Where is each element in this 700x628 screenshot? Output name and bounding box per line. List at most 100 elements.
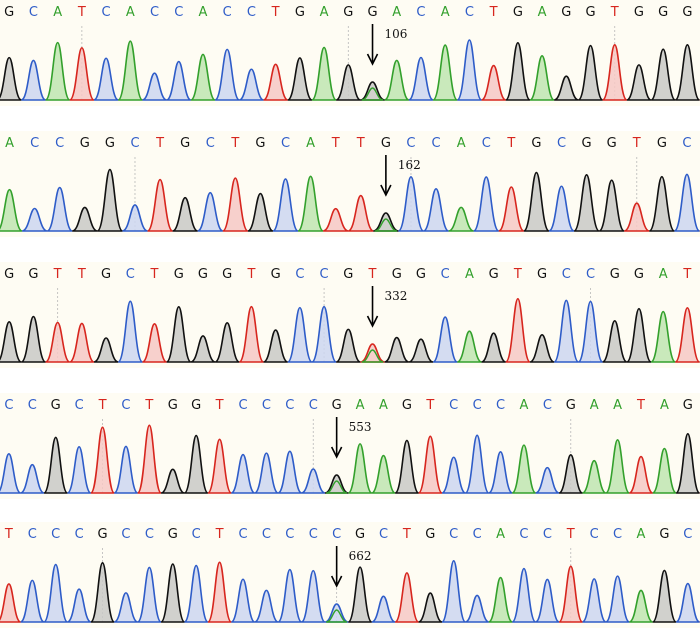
base-call-letter: A <box>320 5 329 20</box>
chromatogram-panel-4: C C G C T C T G G T C C C C G A A G T C C C A C G A A T A G 553 <box>0 393 700 499</box>
base-call-letter: C <box>29 5 38 20</box>
trace-peak <box>601 43 628 101</box>
trace-peak <box>44 41 71 101</box>
base-call-letter: C <box>406 136 415 151</box>
trace-peak <box>422 187 450 232</box>
base-call-letter: C <box>441 267 450 282</box>
base-call-letter: C <box>28 527 37 542</box>
trace-peak <box>394 439 420 494</box>
base-call-letter: C <box>519 527 528 542</box>
base-call-letter: T <box>77 5 86 20</box>
base-call-letter: G <box>416 267 426 282</box>
base-call-letter: G <box>513 5 523 20</box>
variant-arrowhead-icon <box>330 446 343 459</box>
trace-peak <box>481 64 507 101</box>
base-call-letter: T <box>610 5 619 20</box>
trace-peak <box>214 321 240 363</box>
base-call-letter: G <box>174 267 184 282</box>
trace-peak <box>165 306 192 363</box>
base-call-letter: C <box>465 5 474 20</box>
base-call-letter: G <box>198 267 208 282</box>
trace-peak <box>623 202 650 232</box>
secondary-trace-peak <box>325 609 348 623</box>
trace-peak <box>628 589 654 623</box>
base-call-letter: A <box>126 5 135 20</box>
chromatogram-panel-3: G G T T G C T G G G T G C C G T G G C A G T G C C G G A T 332 <box>0 262 700 368</box>
base-call-letter: T <box>155 136 164 151</box>
trace-peak <box>68 46 95 101</box>
trace-peak <box>456 330 482 363</box>
panel-background <box>0 522 700 628</box>
trace-peak <box>113 592 139 623</box>
base-call-letter: C <box>320 267 329 282</box>
trace-peak <box>254 589 279 623</box>
base-call-letter: C <box>150 5 159 20</box>
base-call-letter: A <box>457 136 466 151</box>
trace-peak <box>488 451 514 494</box>
base-call-letter: C <box>4 398 13 413</box>
base-call-letter: A <box>441 5 450 20</box>
base-call-letter: G <box>4 267 14 282</box>
base-call-letter: C <box>473 527 482 542</box>
trace-peak <box>511 444 537 494</box>
trace-peak <box>160 563 186 623</box>
trace-peak <box>598 179 626 232</box>
base-call-letter: C <box>238 527 247 542</box>
base-call-letter: T <box>271 5 280 20</box>
base-call-letter: C <box>295 267 304 282</box>
base-call-letter: G <box>582 136 592 151</box>
trace-peak <box>347 443 373 494</box>
base-call-letter: G <box>168 398 178 413</box>
base-call-letter: G <box>343 267 353 282</box>
trace-peak <box>456 39 483 101</box>
trace-peak <box>347 566 373 623</box>
base-call-letter: A <box>660 398 669 413</box>
base-call-letter: C <box>262 527 271 542</box>
trace-peak <box>238 68 264 101</box>
base-call-letter: T <box>506 136 515 151</box>
base-call-letter: C <box>206 136 215 151</box>
base-call-letter: T <box>368 267 377 282</box>
base-call-letter: T <box>215 398 224 413</box>
base-call-letter: T <box>513 267 522 282</box>
base-call-letter: C <box>30 136 39 151</box>
base-call-letter: G <box>392 267 402 282</box>
trace-peak <box>577 300 604 363</box>
base-call-letter: G <box>585 5 595 20</box>
base-call-letter: T <box>566 527 575 542</box>
trace-peak <box>529 54 555 101</box>
chromatogram-panel-2: A C C G G C T G C T G C A T T G C C A C T G C G G T G C 162 <box>0 131 700 237</box>
trace-peak <box>21 207 48 232</box>
base-call-letter: G <box>191 398 201 413</box>
base-call-letter: C <box>247 5 256 20</box>
trace-peak <box>207 561 233 623</box>
base-call-letter: A <box>613 398 622 413</box>
base-call-letter: T <box>425 398 434 413</box>
trace-peak <box>504 298 531 363</box>
base-call-letter: G <box>607 136 617 151</box>
trace-peak <box>230 578 256 623</box>
trace-peak <box>605 439 631 494</box>
trace-peak <box>136 566 162 623</box>
variant-position-label: 553 <box>349 420 372 434</box>
trace-peak <box>197 191 224 232</box>
base-call-letter: G <box>566 398 576 413</box>
variant-arrowhead-icon <box>330 575 343 588</box>
trace-peak <box>464 434 490 494</box>
base-call-letter: C <box>285 398 294 413</box>
trace-peak <box>142 72 167 101</box>
trace-peak <box>96 168 124 232</box>
trace-peak <box>553 75 579 101</box>
base-call-letter: C <box>309 398 318 413</box>
trace-peak <box>207 438 233 494</box>
trace-peak <box>311 46 337 101</box>
base-call-letter: A <box>590 398 599 413</box>
base-call-letter: C <box>613 527 622 542</box>
base-call-letter: A <box>5 136 14 151</box>
base-call-letter: G <box>561 5 571 20</box>
trace-peak <box>297 175 324 232</box>
chromatogram-panel-1: G C A T C A C C A C C T G A G G A C A C T G A G G T G G G 106 <box>0 0 700 106</box>
base-call-letter: A <box>465 267 474 282</box>
variant-arrowhead-icon <box>366 53 379 66</box>
